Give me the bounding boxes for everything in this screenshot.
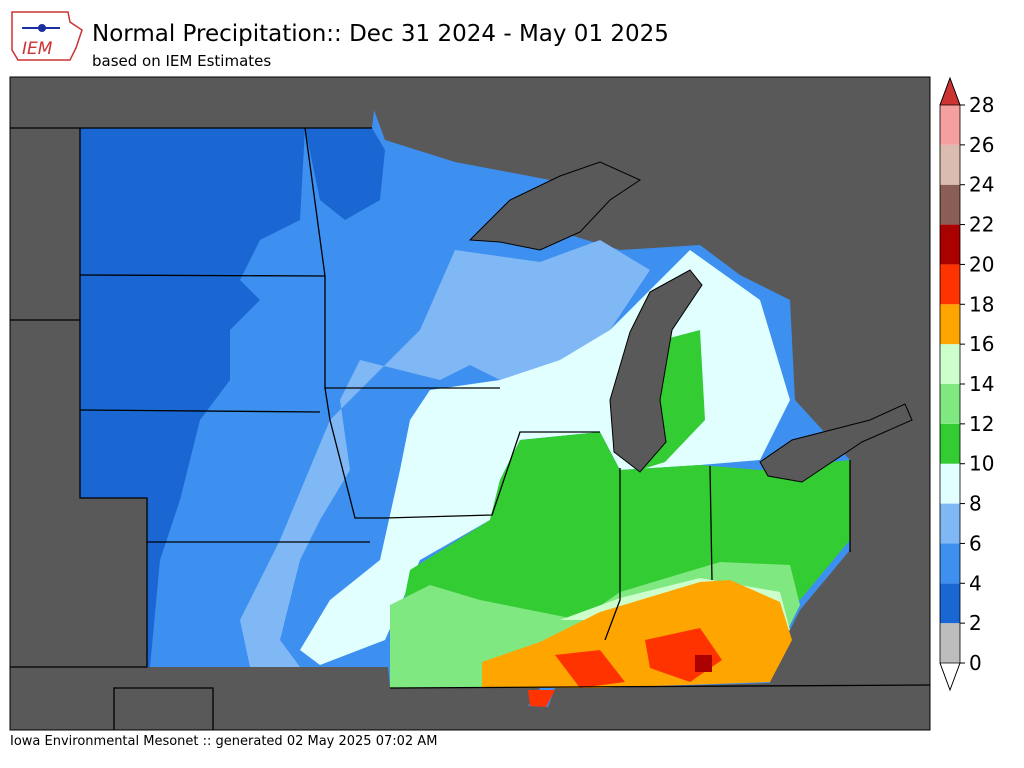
colorbar-segment: [940, 503, 960, 544]
colorbar-tick-label: 10: [969, 452, 994, 476]
logo: IEM: [11, 11, 83, 61]
colorbar-segment: [940, 543, 960, 584]
colorbar-segment: [940, 264, 960, 305]
colorbar-tick-label: 24: [969, 173, 994, 197]
colorbar-segment: [940, 105, 960, 145]
colorbar-tick-label: 18: [969, 292, 994, 316]
map: [9, 76, 931, 731]
colorbar-segment: [940, 224, 960, 265]
colorbar-tick-label: 6: [969, 531, 982, 555]
colorbar-segment: [940, 344, 960, 384]
colorbar-segment: [940, 463, 960, 504]
colorbar-segment: [940, 423, 960, 464]
colorbar-segment: [940, 583, 960, 624]
colorbar-segment: [940, 384, 960, 424]
colorbar-under: [939, 662, 961, 692]
colorbar-tick-label: 12: [969, 412, 994, 436]
logo-text: IEM: [22, 39, 53, 59]
colorbar-segment: [940, 623, 960, 663]
colorbar-tick-label: 28: [969, 93, 994, 117]
title: Normal Precipitation:: Dec 31 2024 - May…: [92, 21, 669, 47]
colorbar-tick-label: 14: [969, 372, 994, 396]
colorbar-tick-label: 0: [969, 651, 982, 675]
subtitle: based on IEM Estimates: [92, 52, 271, 70]
colorbar-segment: [940, 304, 960, 345]
colorbar-tick-label: 26: [969, 133, 994, 157]
colorbar-tick-label: 22: [969, 213, 994, 237]
colorbar-over: [939, 76, 961, 106]
colorbar-tick-label: 8: [969, 492, 982, 516]
footer: Iowa Environmental Mesonet :: generated …: [10, 734, 437, 749]
colorbar-tick-label: 16: [969, 332, 994, 356]
colorbar-tick-label: 20: [969, 252, 994, 276]
colorbar-segment: [940, 184, 960, 225]
colorbar-tick-label: 2: [969, 611, 982, 635]
colorbar-segment: [940, 144, 960, 185]
colorbar-tick-label: 4: [969, 571, 982, 595]
